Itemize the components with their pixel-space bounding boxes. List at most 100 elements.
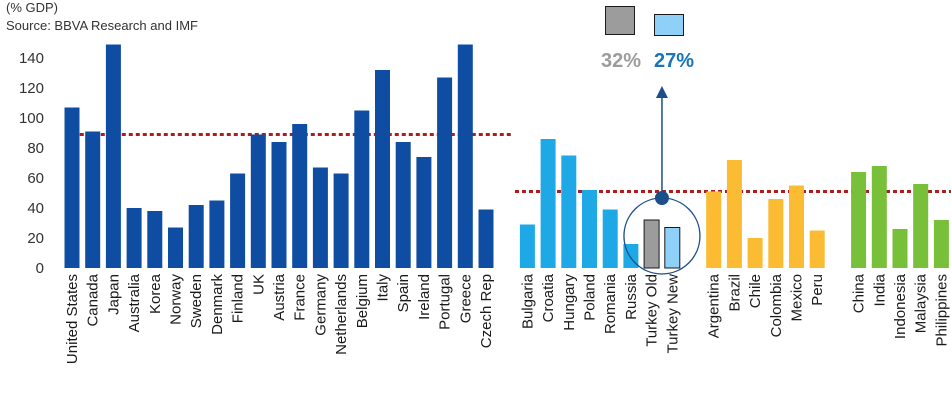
bar: [519, 224, 535, 268]
x-tick-label: Germany: [312, 274, 329, 336]
x-tick-label: Netherlands: [333, 274, 350, 355]
bar: [664, 227, 681, 269]
x-tick-label: Denmark: [209, 274, 226, 335]
bar: [416, 157, 432, 268]
turkey-annotation: [623, 86, 701, 275]
bars: [64, 44, 949, 269]
x-tick-label: United States: [64, 274, 81, 364]
bar: [933, 220, 949, 268]
source-note: Source: BBVA Research and IMF: [6, 18, 198, 33]
x-tick-label: Turkey New: [664, 274, 681, 354]
bar: [871, 166, 887, 268]
x-tick-label: Philippines: [933, 274, 950, 347]
x-tick-label: Poland: [582, 274, 599, 321]
y-axis: 0 20 40 60 80 100 120 140: [19, 50, 44, 277]
x-tick-label: Chile: [747, 274, 764, 308]
x-tick-label: Belgium: [354, 274, 371, 328]
x-tick-label: India: [871, 273, 888, 306]
x-tick-label: Russia: [623, 273, 640, 320]
bar: [64, 107, 80, 268]
bar: [437, 77, 453, 268]
x-tick-label: Peru: [809, 274, 826, 306]
x-tick-label: Finland: [230, 274, 247, 323]
x-tick-label: Bulgaria: [519, 273, 536, 329]
bar: [913, 184, 929, 268]
legend-label-old: 32%: [601, 50, 642, 72]
bar: [892, 229, 908, 268]
bar: [250, 134, 266, 268]
x-tick-label: Brazil: [726, 274, 743, 312]
x-tick-label: Argentina: [706, 273, 723, 338]
bar: [395, 142, 411, 268]
x-tick-label: Spain: [395, 274, 412, 312]
y-tick-label: 120: [19, 80, 44, 97]
y-tick-label: 40: [27, 200, 44, 217]
bar: [168, 227, 183, 268]
legend-label-new: 27%: [654, 50, 695, 72]
x-tick-label: Croatia: [540, 273, 557, 322]
bar: [354, 110, 370, 268]
bar: [375, 70, 390, 268]
bar: [105, 44, 121, 268]
bar: [789, 185, 804, 268]
reference-lines: [65, 133, 951, 193]
x-axis-labels: United States Canada Japan Australia Korea No…: [64, 273, 950, 364]
bar: [230, 173, 246, 268]
x-tick-label: China: [851, 273, 868, 313]
x-tick-label: Romania: [602, 273, 619, 334]
x-tick-label: Mexico: [789, 274, 806, 322]
x-tick-label: UK: [250, 274, 267, 295]
bar: [643, 219, 660, 269]
x-tick-label: Norway: [168, 274, 185, 325]
bar: [602, 209, 618, 268]
bar: [209, 200, 225, 268]
legend-swatch-old: [605, 6, 635, 35]
bar: [478, 209, 494, 268]
x-tick-label: Portugal: [437, 274, 454, 330]
bar: [706, 191, 722, 268]
x-tick-label: Sweden: [188, 274, 205, 328]
bar: [540, 139, 556, 268]
x-tick-label: Italy: [375, 274, 392, 302]
bar: [188, 205, 204, 268]
x-tick-label: Ireland: [416, 274, 433, 320]
x-tick-label: Malaysia: [913, 273, 930, 333]
bar: [126, 208, 142, 268]
y-tick-label: 20: [27, 230, 44, 247]
x-tick-label: Austria: [271, 273, 288, 320]
bar: [312, 167, 328, 268]
x-tick-label: Czech Rep: [478, 274, 495, 348]
y-tick-label: 140: [19, 50, 44, 67]
bar: [726, 160, 742, 268]
bar: [747, 238, 763, 268]
x-tick-label: Canada: [85, 273, 102, 326]
x-tick-label: Hungary: [561, 274, 578, 331]
y-tick-label: 60: [27, 170, 44, 187]
bar: [457, 44, 473, 268]
bar: [768, 199, 784, 268]
legend-swatch-new: [654, 14, 684, 36]
x-tick-label: Colombia: [768, 273, 785, 337]
bar: [561, 155, 577, 268]
highlight-circle: [623, 197, 701, 275]
x-tick-label: Japan: [105, 274, 122, 315]
unit-note: (% GDP): [6, 0, 58, 15]
x-tick-label: France: [292, 274, 309, 321]
bar: [271, 142, 287, 268]
annotation-arrow-head: [655, 86, 668, 98]
bar: [809, 230, 825, 268]
x-tick-label: Australia: [126, 273, 143, 332]
x-tick-label: Korea: [147, 273, 164, 314]
x-tick-label: Indonesia: [892, 273, 909, 339]
bar: [147, 211, 163, 268]
x-tick-label: Greece: [457, 274, 474, 323]
y-tick-label: 100: [19, 110, 44, 127]
y-tick-label: 0: [36, 260, 44, 277]
bar: [851, 172, 867, 268]
bar: [333, 173, 349, 268]
bar: [292, 124, 308, 268]
x-tick-label: Turkey Old: [644, 274, 661, 347]
bar: [582, 190, 597, 268]
bar: [85, 131, 101, 268]
